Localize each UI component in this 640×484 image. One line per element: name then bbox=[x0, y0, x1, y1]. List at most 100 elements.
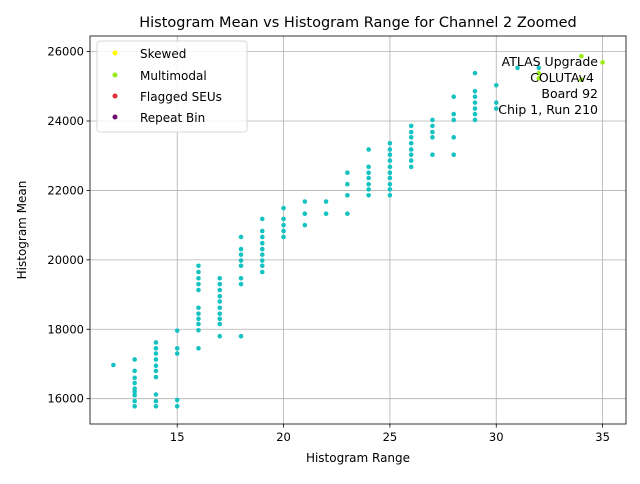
data-point-normal bbox=[153, 340, 159, 345]
x-tick-label: 15 bbox=[170, 430, 185, 444]
plot-frame bbox=[89, 35, 627, 425]
data-point-normal bbox=[408, 158, 414, 163]
chart-title: Histogram Mean vs Histogram Range for Ch… bbox=[139, 15, 577, 31]
data-point-normal bbox=[302, 199, 308, 204]
data-point-normal bbox=[196, 281, 201, 287]
data-point-normal bbox=[196, 311, 201, 316]
data-point-normal bbox=[472, 70, 478, 76]
data-point-normal bbox=[387, 158, 393, 163]
legend-frame bbox=[96, 40, 248, 133]
x-tick-label: 25 bbox=[383, 430, 398, 444]
data-point-normal bbox=[132, 404, 137, 409]
data-point-normal bbox=[238, 281, 244, 287]
data-point-normal bbox=[217, 281, 223, 287]
data-point-normal bbox=[196, 321, 201, 327]
data-point-normal bbox=[366, 147, 371, 152]
data-point-normal bbox=[259, 269, 265, 275]
data-point-normal bbox=[387, 192, 393, 198]
data-point-multimodal bbox=[536, 76, 542, 81]
data-point-normal bbox=[451, 94, 457, 100]
data-point-normal bbox=[238, 263, 244, 269]
data-point-normal bbox=[132, 368, 137, 374]
data-point-normal bbox=[217, 333, 223, 339]
data-point-normal bbox=[153, 357, 159, 362]
data-point-normal bbox=[387, 152, 393, 157]
data-point-normal bbox=[451, 111, 457, 117]
data-point-normal bbox=[387, 164, 393, 170]
data-point-multimodal bbox=[600, 60, 605, 65]
data-point-normal bbox=[345, 192, 350, 198]
data-point-normal bbox=[238, 275, 244, 281]
data-point-normal bbox=[366, 164, 371, 170]
legend-label-skewed: Skewed bbox=[140, 47, 186, 61]
data-point-normal bbox=[259, 234, 265, 240]
data-point-normal bbox=[408, 140, 414, 146]
y-tick-label: 18000 bbox=[47, 322, 84, 336]
data-point-normal bbox=[259, 228, 265, 234]
data-point-normal bbox=[196, 327, 201, 333]
data-point-normal bbox=[259, 240, 265, 246]
data-point-normal bbox=[238, 333, 244, 339]
data-point-normal bbox=[387, 175, 393, 181]
data-point-normal bbox=[408, 147, 414, 152]
data-point-normal bbox=[217, 299, 223, 304]
data-point-normal bbox=[259, 258, 265, 263]
data-point-normal bbox=[408, 135, 414, 140]
data-point-normal bbox=[366, 192, 371, 198]
x-tick-label: 30 bbox=[489, 430, 504, 444]
data-point-normal bbox=[281, 216, 286, 222]
data-point-normal bbox=[408, 152, 414, 157]
y-tick-label: 26000 bbox=[47, 45, 84, 59]
data-point-normal bbox=[153, 374, 159, 380]
data-point-normal bbox=[132, 398, 137, 404]
data-point-normal bbox=[174, 346, 180, 351]
data-point-normal bbox=[217, 275, 223, 281]
data-points bbox=[111, 53, 605, 409]
legend-label-flagged-seus: Flagged SEUs bbox=[140, 90, 222, 104]
data-point-normal bbox=[238, 234, 244, 240]
data-point-normal bbox=[259, 246, 265, 252]
data-point-normal bbox=[345, 181, 350, 187]
run-annotation: ATLAS Upgrade COLUTAv4 Board 92 Chip 1, … bbox=[498, 54, 598, 117]
data-point-normal bbox=[196, 305, 201, 311]
data-point-normal bbox=[281, 234, 286, 240]
data-point-normal bbox=[196, 346, 201, 351]
y-axis-label: Histogram Mean bbox=[15, 181, 29, 280]
data-point-normal bbox=[132, 357, 137, 362]
data-point-normal bbox=[345, 170, 350, 176]
data-point-normal bbox=[366, 170, 371, 176]
data-point-normal bbox=[217, 316, 223, 322]
x-tick-label: 35 bbox=[595, 430, 610, 444]
data-point-normal bbox=[472, 111, 478, 117]
data-point-normal bbox=[259, 263, 265, 269]
x-tick-label: 20 bbox=[276, 430, 291, 444]
data-point-normal bbox=[387, 170, 393, 176]
data-point-normal bbox=[472, 88, 478, 94]
data-point-normal bbox=[132, 380, 137, 386]
data-point-normal bbox=[472, 94, 478, 100]
data-point-normal bbox=[387, 187, 393, 192]
data-point-normal bbox=[217, 305, 223, 311]
data-point-normal bbox=[451, 135, 457, 140]
data-point-normal bbox=[174, 404, 180, 409]
data-point-normal bbox=[281, 228, 286, 234]
data-point-normal bbox=[132, 392, 137, 398]
data-point-normal bbox=[238, 258, 244, 263]
x-axis-label: Histogram Range bbox=[306, 451, 410, 465]
data-point-normal bbox=[174, 397, 180, 403]
data-point-normal bbox=[174, 328, 180, 333]
data-point-normal bbox=[536, 65, 542, 71]
legend-label-multimodal: Multimodal bbox=[140, 69, 207, 83]
data-point-normal bbox=[472, 100, 478, 105]
data-point-multimodal bbox=[536, 70, 542, 76]
data-point-normal bbox=[196, 275, 201, 281]
data-point-normal bbox=[408, 164, 414, 170]
y-tick-label: 22000 bbox=[47, 183, 84, 197]
legend: Skewed Multimodal Flagged SEUs Repeat Bi… bbox=[96, 40, 248, 133]
data-point-normal bbox=[217, 293, 223, 299]
data-point-normal bbox=[387, 140, 393, 146]
legend-marker-skewed bbox=[112, 50, 118, 56]
data-point-normal bbox=[217, 287, 223, 293]
data-point-normal bbox=[196, 287, 201, 293]
